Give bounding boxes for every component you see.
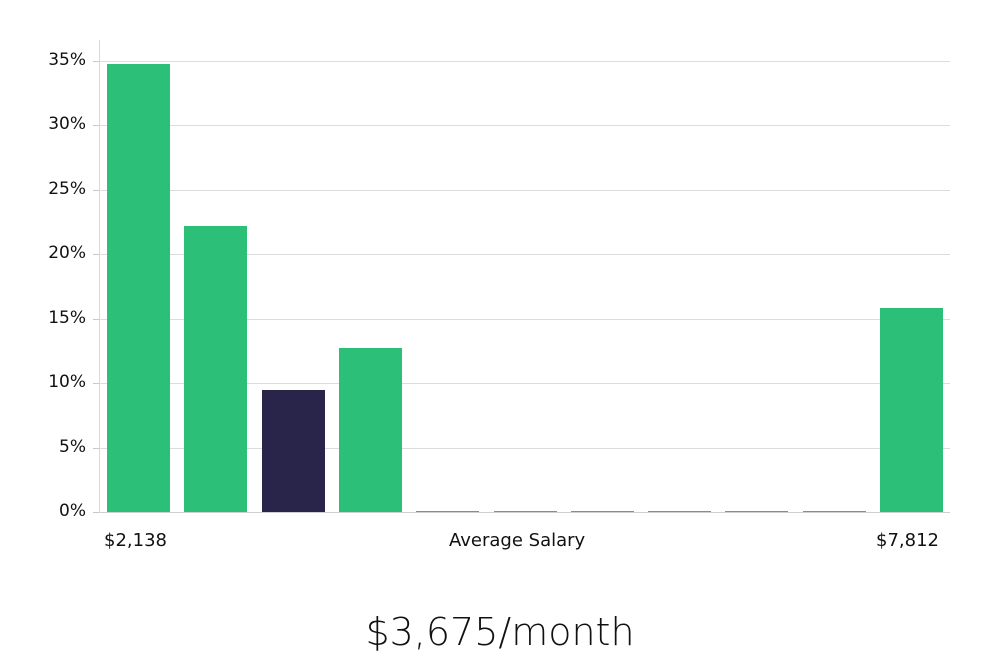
y-tick-label: 30% (48, 114, 86, 135)
bar (493, 510, 557, 512)
bar (338, 348, 402, 512)
bar (725, 510, 789, 512)
x-min-label: $2,138 (104, 530, 167, 551)
gridline (100, 447, 950, 449)
y-tick-mark (93, 125, 100, 127)
y-tick-mark (93, 189, 100, 191)
y-tick-label: 10% (48, 372, 86, 393)
y-tick-mark (93, 512, 100, 513)
x-axis-title: Average Salary (449, 530, 586, 551)
y-tick-label: 0% (59, 501, 86, 521)
bar (107, 63, 170, 512)
bar (184, 225, 248, 512)
x-axis-baseline (100, 512, 950, 513)
bar (570, 510, 634, 512)
average-salary-summary: $3,675/month (365, 610, 635, 654)
y-tick-label: 20% (48, 243, 86, 264)
y-tick-mark (93, 61, 100, 62)
y-tick-label: 5% (59, 436, 86, 457)
y-axis (99, 40, 100, 513)
bar (880, 308, 943, 512)
gridline (100, 254, 950, 256)
gridline (100, 318, 950, 320)
gridline (100, 383, 950, 385)
y-tick-mark (93, 254, 100, 256)
y-tick-mark (93, 447, 100, 449)
y-tick-label: 15% (48, 307, 86, 328)
x-max-label: $7,812 (876, 530, 939, 551)
y-tick-label: 35% (48, 50, 86, 70)
gridline (100, 189, 950, 191)
bar (416, 510, 480, 512)
y-tick-label: 25% (48, 178, 86, 199)
gridline (100, 61, 950, 62)
y-tick-mark (93, 383, 100, 385)
bar-highlighted (261, 389, 325, 512)
bar (648, 510, 712, 512)
gridline (100, 125, 950, 127)
y-tick-mark (93, 318, 100, 320)
bar (802, 510, 866, 512)
